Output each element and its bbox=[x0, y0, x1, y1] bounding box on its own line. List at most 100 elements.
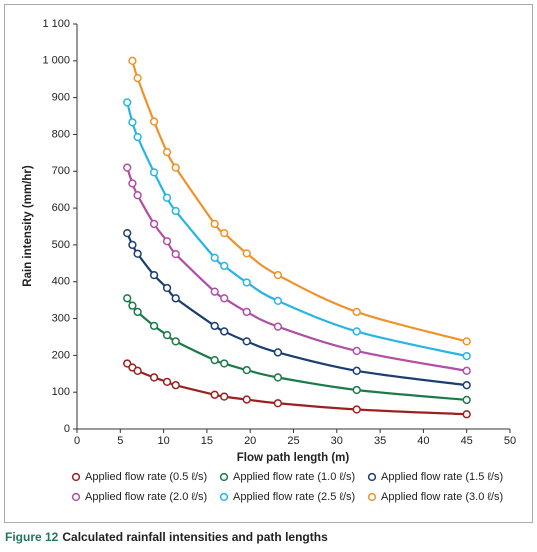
legend-label: Applied flow rate (0.5 ℓ/s) bbox=[85, 471, 207, 483]
data-point bbox=[352, 385, 361, 395]
data-point bbox=[242, 365, 251, 375]
data-point bbox=[171, 206, 180, 216]
x-tick-label: 25 bbox=[287, 435, 299, 447]
data-point bbox=[133, 191, 142, 200]
data-point bbox=[133, 249, 142, 258]
x-tick-label: 5 bbox=[117, 435, 123, 447]
data-point bbox=[462, 351, 471, 361]
y-axis-title: Rain intensity (mm/hr) bbox=[22, 165, 34, 287]
y-tick-label: 100 bbox=[52, 386, 70, 398]
data-point bbox=[273, 322, 283, 331]
data-point bbox=[352, 327, 361, 336]
data-point bbox=[149, 373, 159, 382]
data-point bbox=[123, 294, 132, 303]
data-point bbox=[128, 301, 137, 310]
x-tick-label: 0 bbox=[74, 435, 80, 447]
data-point bbox=[171, 381, 180, 390]
y-tick-label: 1 100 bbox=[42, 18, 70, 30]
data-point bbox=[210, 321, 219, 331]
x-tick-label: 45 bbox=[461, 435, 473, 447]
data-point bbox=[462, 395, 471, 405]
data-point bbox=[210, 287, 219, 296]
data-point bbox=[462, 381, 471, 390]
legend-label: Applied flow rate (1.5 ℓ/s) bbox=[381, 471, 503, 483]
y-tick-label: 0 bbox=[64, 423, 70, 435]
data-point bbox=[128, 56, 137, 65]
legend-label: Applied flow rate (2.5 ℓ/s) bbox=[233, 491, 355, 503]
legend-marker bbox=[367, 472, 377, 482]
legend-label: Applied flow rate (1.0 ℓ/s) bbox=[233, 471, 355, 483]
data-point bbox=[242, 337, 251, 346]
data-point bbox=[273, 399, 283, 408]
figure-frame bbox=[4, 4, 533, 523]
data-point bbox=[220, 294, 229, 303]
data-point bbox=[210, 356, 219, 365]
legend-label: Applied flow rate (2.0 ℓ/s) bbox=[85, 491, 207, 503]
legend-marker bbox=[71, 472, 81, 482]
legend-marker bbox=[367, 492, 377, 502]
caption: Figure 12 Calculated rainfall intensities… bbox=[5, 530, 328, 544]
data-point bbox=[162, 283, 172, 293]
data-point bbox=[220, 228, 229, 238]
data-point bbox=[273, 348, 283, 357]
y-tick-label: 700 bbox=[52, 165, 70, 177]
data-point bbox=[220, 392, 229, 401]
data-point bbox=[273, 373, 283, 382]
data-point bbox=[273, 270, 283, 280]
data-point bbox=[128, 118, 137, 127]
x-tick-label: 30 bbox=[331, 435, 343, 447]
data-point bbox=[149, 117, 159, 126]
data-point bbox=[128, 240, 137, 250]
data-point bbox=[171, 163, 180, 172]
y-tick-label: 500 bbox=[52, 239, 70, 251]
data-point bbox=[210, 219, 219, 229]
data-point bbox=[171, 294, 180, 303]
data-point bbox=[462, 410, 471, 419]
data-point bbox=[123, 228, 132, 238]
y-tick-label: 900 bbox=[52, 92, 70, 104]
data-point bbox=[149, 219, 159, 229]
data-point bbox=[462, 366, 471, 375]
y-tick-label: 600 bbox=[52, 202, 70, 214]
data-point bbox=[220, 261, 229, 271]
data-point bbox=[123, 98, 132, 107]
data-point bbox=[210, 390, 219, 399]
data-point bbox=[149, 168, 159, 177]
y-tick-label: 800 bbox=[52, 128, 70, 140]
x-tick-label: 20 bbox=[244, 435, 256, 447]
data-point bbox=[242, 307, 251, 317]
data-point bbox=[123, 163, 132, 172]
x-axis-title: Flow path length (m) bbox=[237, 452, 350, 464]
x-tick-label: 40 bbox=[417, 435, 429, 447]
data-point bbox=[220, 327, 229, 336]
legend-marker bbox=[219, 492, 229, 502]
legend-marker bbox=[71, 492, 81, 502]
data-point bbox=[133, 132, 142, 142]
x-tick-label: 15 bbox=[201, 435, 213, 447]
data-point bbox=[162, 330, 172, 340]
data-point bbox=[162, 377, 172, 387]
data-point bbox=[210, 253, 219, 262]
data-point bbox=[242, 395, 251, 404]
caption-label: Figure 12 bbox=[5, 530, 59, 544]
data-point bbox=[123, 359, 132, 368]
data-point bbox=[171, 337, 180, 346]
data-point bbox=[220, 359, 229, 368]
legend-label: Applied flow rate (3.0 ℓ/s) bbox=[381, 491, 503, 503]
y-tick-label: 1 000 bbox=[42, 55, 70, 67]
data-point bbox=[352, 366, 361, 375]
data-point bbox=[162, 147, 172, 157]
data-point bbox=[149, 270, 159, 280]
y-tick-label: 300 bbox=[52, 312, 70, 324]
data-point bbox=[462, 337, 471, 346]
y-tick-label: 400 bbox=[52, 276, 70, 288]
data-point bbox=[352, 307, 361, 317]
series-line bbox=[131, 60, 467, 343]
x-tick-label: 35 bbox=[374, 435, 386, 447]
x-tick-label: 10 bbox=[157, 435, 169, 447]
caption-text: Calculated rainfall intensities and path… bbox=[62, 530, 328, 544]
data-point bbox=[162, 237, 172, 246]
y-tick-label: 200 bbox=[52, 349, 70, 361]
